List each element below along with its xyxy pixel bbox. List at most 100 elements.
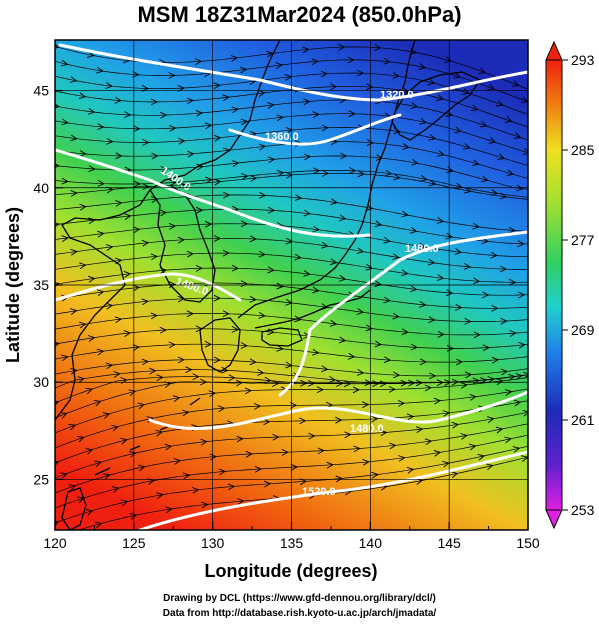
streamline-arrow [338, 274, 347, 282]
streamline-arrow [366, 139, 374, 146]
streamline-arrow [303, 270, 311, 277]
streamline-arrow [356, 308, 365, 315]
streamline-arrow [473, 331, 481, 339]
streamline-arrow [330, 198, 338, 206]
streamline-arrow [415, 379, 424, 387]
streamline-arrow [428, 316, 436, 324]
streamline-arrow [347, 56, 355, 64]
streamline-arrow [263, 480, 272, 488]
streamline-arrow [159, 326, 167, 334]
streamline-arrow [141, 239, 150, 247]
streamline-arrow [460, 381, 468, 389]
streamline-arrow [518, 291, 526, 299]
x-tick-label: 150 [516, 535, 540, 551]
streamline-arrow [302, 46, 310, 54]
streamline [55, 252, 528, 283]
streamline-arrow [61, 177, 69, 185]
streamline-arrow [114, 316, 123, 324]
streamline-arrow [181, 409, 190, 417]
streamline-arrow [61, 235, 69, 242]
streamline-arrow [263, 418, 271, 426]
streamline-arrow [132, 71, 140, 78]
streamline-arrow [428, 133, 437, 141]
streamline-arrow [383, 236, 391, 244]
streamline-arrow [312, 111, 320, 119]
streamline-arrow [150, 312, 159, 320]
streamline-arrow [120, 499, 129, 507]
streamline [55, 155, 528, 190]
streamline-arrow [232, 160, 240, 167]
streamline-arrow [168, 341, 176, 349]
streamline-arrow [124, 111, 132, 119]
streamline-arrow [70, 367, 78, 375]
streamline [55, 72, 528, 115]
streamline-arrow [285, 127, 293, 134]
streamline-arrow [393, 173, 401, 181]
contour-label: 1480.0 [405, 243, 439, 255]
streamline-arrow [313, 167, 321, 175]
streamline-arrow [472, 222, 480, 230]
streamline-arrow [96, 66, 104, 74]
colorbar-tick-label: 269 [571, 322, 595, 338]
streamline-arrow [468, 443, 477, 451]
streamline-arrow [85, 387, 94, 395]
streamline-arrow [429, 372, 437, 380]
colorbar-max-arrow [545, 40, 563, 61]
streamline-arrow [124, 213, 132, 220]
streamline-arrow [427, 258, 436, 266]
streamline-arrow [433, 397, 442, 405]
streamline-arrow [149, 367, 157, 375]
streamline-arrow [204, 220, 213, 228]
streamline-arrow [222, 249, 231, 257]
contour-label: 1480.0 [350, 423, 384, 435]
streamline-arrow [285, 237, 294, 245]
streamline-arrow [257, 369, 265, 376]
streamline-arrow [397, 400, 406, 407]
coastline-shikoku [261, 327, 303, 347]
streamline [55, 59, 528, 103]
streamline-arrow [433, 449, 442, 457]
streamline-arrow [418, 63, 427, 70]
streamline-arrow [455, 182, 463, 190]
streamline-arrow [311, 58, 319, 66]
streamline-arrow [87, 275, 96, 283]
streamline-arrow [276, 169, 285, 177]
contour-label: 1520.0 [302, 486, 336, 498]
streamline-arrow [240, 118, 249, 126]
streamline-arrow [78, 321, 87, 329]
streamline-arrow [97, 230, 105, 238]
streamline-arrow [113, 371, 121, 378]
x-tick-label: 130 [201, 535, 225, 551]
streamline-arrow [68, 484, 77, 491]
streamline [55, 208, 528, 245]
y-axis-label: Latitude (degrees) [3, 207, 23, 363]
streamline-arrow [192, 373, 200, 381]
streamline-arrow [329, 319, 338, 327]
streamline-arrow [60, 59, 69, 67]
coastline-ryukyu [94, 397, 201, 476]
streamline-arrow [137, 402, 146, 410]
streamline-arrow [419, 358, 428, 366]
streamline-arrow [160, 165, 168, 173]
streamline-arrow [497, 153, 506, 160]
streamline-arrow [328, 376, 337, 383]
streamline-arrow [168, 222, 177, 230]
streamline-arrow [201, 501, 209, 509]
streamline-arrow [267, 102, 275, 109]
streamline-arrow [392, 253, 400, 260]
streamline-arrow [420, 175, 428, 182]
streamline-arrow [383, 296, 391, 304]
streamline-arrow [204, 122, 213, 130]
streamline-arrow [204, 340, 212, 348]
streamline-arrow [329, 258, 338, 266]
streamline-arrow [496, 378, 504, 385]
streamline [55, 127, 528, 166]
streamline-arrow [281, 448, 289, 456]
streamline-arrow [374, 280, 382, 288]
streamline-arrow [348, 110, 356, 118]
streamline-arrow [236, 435, 244, 443]
streamline [55, 169, 528, 198]
streamline-arrow [419, 301, 427, 308]
streamline-arrow [446, 289, 454, 297]
streamline-arrow [259, 191, 267, 199]
